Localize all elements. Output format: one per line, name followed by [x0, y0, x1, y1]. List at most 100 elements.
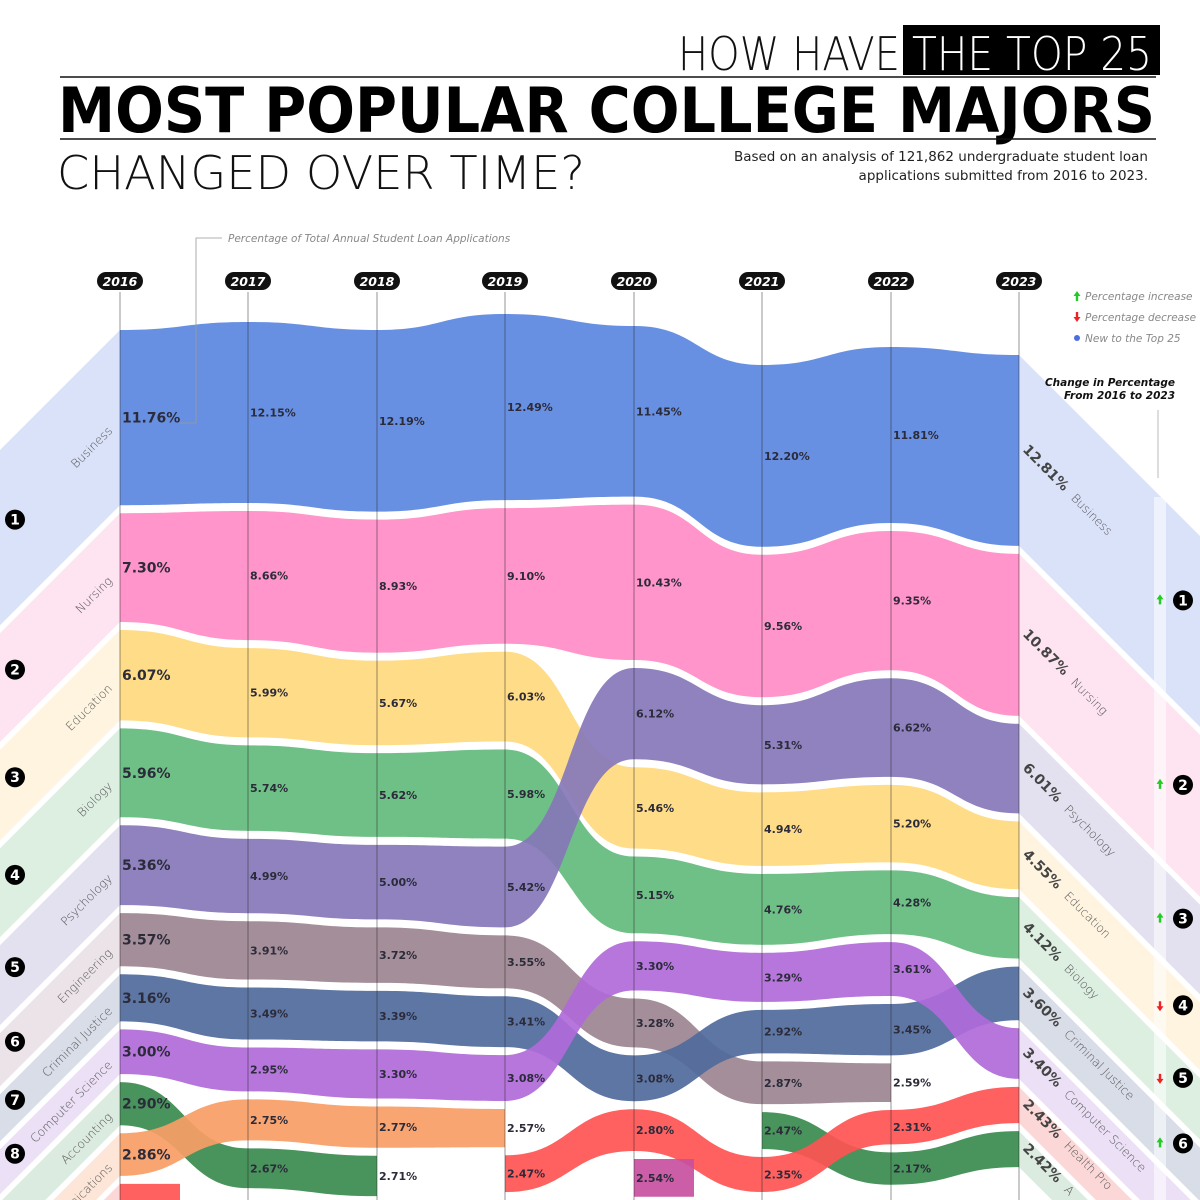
title-line3: CHANGED OVER TIME? — [57, 146, 585, 200]
data-label: 2.86% — [122, 1148, 171, 1164]
data-label: 5.42% — [507, 881, 545, 894]
year-label: 2022 — [874, 274, 909, 289]
svg-text:5: 5 — [1178, 1071, 1188, 1087]
year-label: 2016 — [103, 274, 138, 289]
data-label: 6.03% — [507, 691, 545, 704]
band-communications — [120, 1099, 505, 1176]
data-label: 3.41% — [507, 1016, 545, 1029]
data-label: 3.39% — [379, 1010, 417, 1023]
data-label: 3.45% — [893, 1024, 931, 1037]
year-label: 2023 — [1002, 274, 1037, 289]
left-rank-badge: 2 — [5, 659, 25, 680]
left-ribbon-business — [0, 330, 120, 626]
data-label: 2.57% — [507, 1122, 545, 1135]
arrow-down-icon — [1156, 1001, 1164, 1012]
blue-dot-icon — [1074, 335, 1080, 341]
subtitle-line2: applications submitted from 2016 to 2023… — [859, 168, 1148, 184]
left-ribbon-health-professions — [103, 1183, 120, 1200]
left-rank-badge: 3 — [5, 767, 25, 788]
svg-text:3: 3 — [1178, 912, 1188, 928]
data-label: 3.49% — [250, 1007, 288, 1020]
right-rank-badge: 5 — [1156, 1067, 1193, 1088]
data-label: 10.43% — [636, 576, 682, 589]
legend-new-label: New to the Top 25 — [1085, 333, 1181, 345]
data-label: 6.62% — [893, 722, 931, 735]
svg-text:3: 3 — [10, 770, 20, 786]
left-ribbon-psychology — [0, 825, 120, 1026]
data-label: 5.74% — [250, 782, 288, 795]
data-label: 12.19% — [379, 415, 425, 428]
data-label: 5.15% — [636, 889, 674, 902]
left-rank-badge: 4 — [5, 864, 25, 885]
legend-increase: Percentage increase — [1073, 291, 1193, 303]
data-label: 3.30% — [379, 1068, 417, 1081]
axis-annotation: Percentage of Total Annual Student Loan … — [180, 233, 511, 424]
data-label: 2.77% — [379, 1121, 417, 1134]
title-line1-boxed: THE TOP 25 — [912, 27, 1152, 81]
data-label: 4.99% — [250, 870, 288, 883]
band-health-professions — [120, 1183, 180, 1200]
data-label: 2.87% — [764, 1077, 802, 1090]
left-rank-badge: 6 — [5, 1031, 25, 1052]
data-label: 5.00% — [379, 876, 417, 889]
svg-text:4: 4 — [10, 868, 20, 884]
left-rank-badge: 1 — [5, 509, 25, 530]
year-label: 2021 — [745, 274, 780, 289]
arrow-down-icon — [1156, 1073, 1164, 1084]
data-label: 4.94% — [764, 823, 802, 836]
year-label: 2019 — [488, 274, 523, 289]
left-ribbon-biology — [0, 728, 120, 938]
data-label: 11.45% — [636, 405, 682, 418]
year-label: 2020 — [617, 274, 652, 289]
right-rank-badge: 2 — [1156, 774, 1193, 795]
left-ribbon-nursing — [0, 513, 120, 742]
year-pill-2023: 2023 — [996, 272, 1042, 290]
data-label: 3.08% — [636, 1072, 674, 1085]
svg-text:4: 4 — [1178, 998, 1188, 1014]
data-label: 9.35% — [893, 595, 931, 608]
data-label: 5.99% — [250, 687, 288, 700]
year-pills: 2016 2017 2018 2019 2020 2021 2022 2023 — [97, 272, 1042, 290]
title-line2: MOST POPULAR COLLEGE MAJORS — [58, 74, 1155, 147]
arrow-up-icon — [1156, 778, 1164, 789]
data-label: 6.12% — [636, 708, 674, 721]
right-ribbon-computer-science — [1019, 1028, 1191, 1200]
data-label: 5.98% — [507, 788, 545, 801]
legend-decrease-label: Percentage decrease — [1085, 312, 1196, 324]
data-label: 6.07% — [122, 668, 171, 684]
svg-text:7: 7 — [10, 1093, 20, 1109]
legend: Percentage increase Percentage decrease … — [1045, 291, 1196, 402]
left-rank-ribbons — [0, 330, 121, 1200]
data-label: 2.54% — [636, 1172, 674, 1185]
data-label: 5.36% — [122, 858, 171, 874]
data-label: 3.00% — [122, 1045, 171, 1061]
band-business — [120, 314, 1019, 547]
band-biology — [120, 728, 1019, 959]
left-ribbon-engineering — [0, 913, 120, 1087]
data-label: 2.80% — [636, 1124, 674, 1137]
data-label: 2.90% — [122, 1097, 171, 1113]
data-label: 3.30% — [636, 960, 674, 973]
data-label: 4.76% — [764, 903, 802, 916]
data-label: 3.72% — [379, 949, 417, 962]
right-ribbon-accounting — [1019, 1131, 1088, 1200]
data-label: 2.31% — [893, 1121, 931, 1134]
data-label: 7.30% — [122, 561, 171, 577]
data-label: 2.47% — [764, 1125, 802, 1138]
left-rank-badge: 8 — [5, 1143, 25, 1164]
data-label: 2.35% — [764, 1168, 802, 1181]
data-label: 2.95% — [250, 1063, 288, 1076]
data-label: 11.81% — [893, 429, 939, 442]
data-label: 9.10% — [507, 570, 545, 583]
data-label: 3.55% — [507, 956, 545, 969]
change-title-line2: From 2016 to 2023 — [1064, 390, 1175, 402]
arrow-up-icon — [1156, 912, 1164, 923]
data-label: 8.93% — [379, 580, 417, 593]
change-column-strip — [1154, 497, 1166, 1200]
year-pill-2019: 2019 — [482, 272, 528, 290]
svg-text:2: 2 — [1178, 778, 1188, 794]
data-label: 5.20% — [893, 818, 931, 831]
right-rank-badge: 3 — [1156, 908, 1193, 929]
data-label: 5.67% — [379, 697, 417, 710]
